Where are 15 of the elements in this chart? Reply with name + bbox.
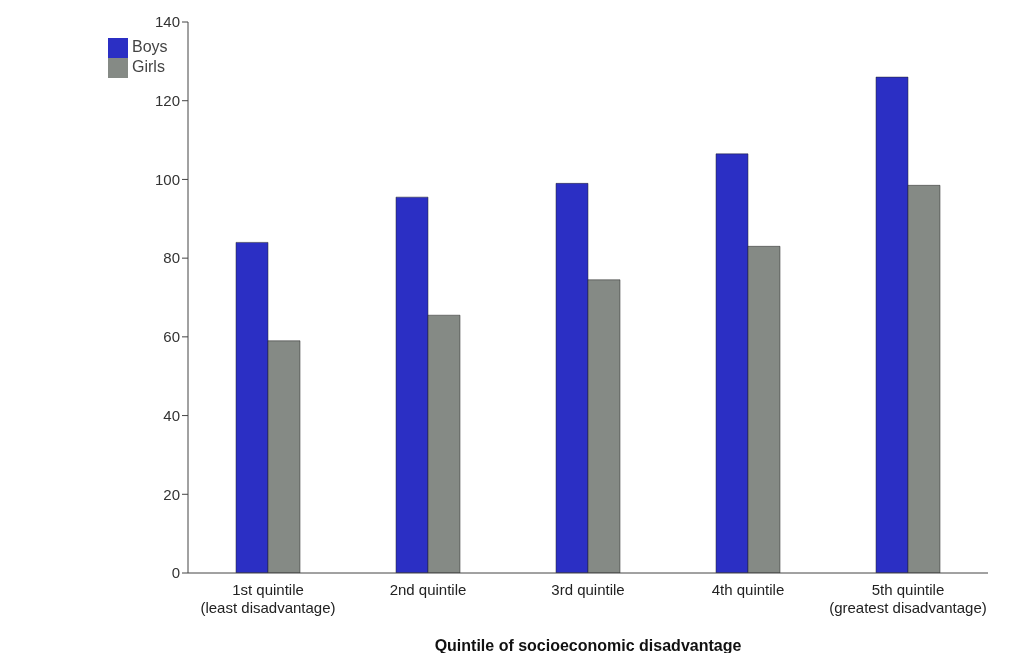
x-tick-label: 3rd quintile: [551, 581, 625, 598]
y-tick-label: 120: [154, 92, 180, 110]
y-tick-label: 40: [163, 406, 180, 424]
legend-label: Girls: [132, 58, 165, 76]
y-tick-label: 60: [163, 328, 180, 346]
legend-label: Boys: [132, 38, 168, 56]
y-tick-label: 0: [171, 564, 180, 582]
x-tick-label: 5th quintile (greatest disadvantage): [829, 581, 987, 616]
x-tick-label: 2nd quintile: [389, 581, 467, 598]
y-tick-label: 100: [154, 170, 180, 188]
y-tick-label: 80: [163, 249, 180, 267]
y-tick-label: 140: [154, 13, 180, 31]
x-tick-label: 4th quintile: [711, 581, 785, 598]
x-tick-label: 1st quintile (least disadvantage): [200, 581, 336, 616]
y-tick-label: 20: [163, 485, 180, 503]
